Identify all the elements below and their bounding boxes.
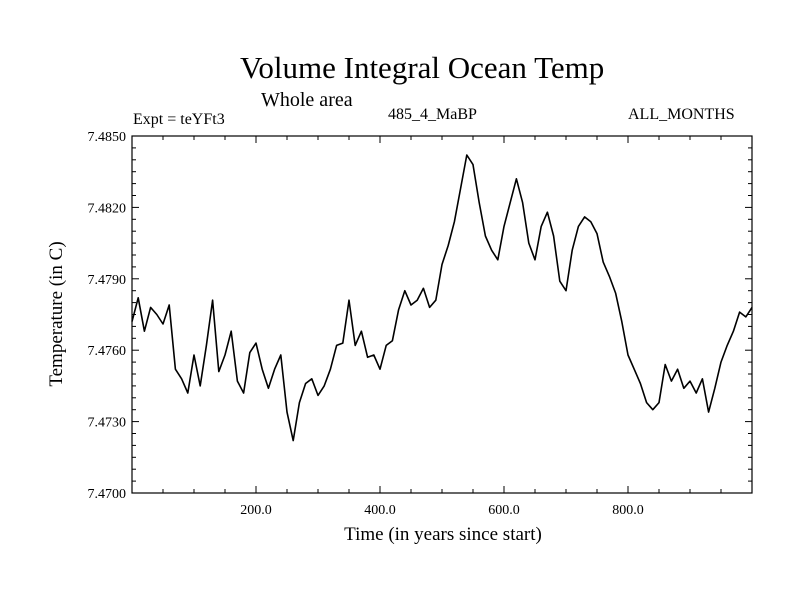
y-tick-label: 7.4820: [88, 201, 127, 216]
experiment-label: Expt = teYFt3: [133, 111, 225, 128]
y-tick-label: 7.4700: [88, 487, 127, 502]
tick-labels: 200.0 400.0 600.0 800.0 7.4700 7.4730 7.4760 7.…: [88, 130, 644, 518]
y-tick-label: 7.4790: [88, 273, 127, 288]
chart-title: Volume Integral Ocean Temp: [240, 50, 605, 85]
x-tick-label: 200.0: [240, 503, 272, 518]
y-tick-label: 7.4760: [88, 344, 127, 359]
x-tick-label: 400.0: [364, 503, 396, 518]
plot-series: [131, 154, 753, 442]
x-axis-label: Time (in years since start): [344, 524, 542, 545]
x-tick-label: 600.0: [488, 503, 520, 518]
chart-subtitle: Whole area: [261, 89, 353, 111]
y-tick-label: 7.4730: [88, 416, 127, 431]
plot-frame: [131, 135, 753, 494]
y-axis-label: Temperature (in C): [46, 241, 67, 386]
period-label: 485_4_MaBP: [388, 106, 477, 123]
y-tick-label: 7.4850: [88, 130, 127, 145]
months-label: ALL_MONTHS: [628, 106, 735, 123]
x-tick-label: 800.0: [612, 503, 644, 518]
axis-ticks: [132, 136, 752, 493]
series-line: [131, 154, 753, 442]
